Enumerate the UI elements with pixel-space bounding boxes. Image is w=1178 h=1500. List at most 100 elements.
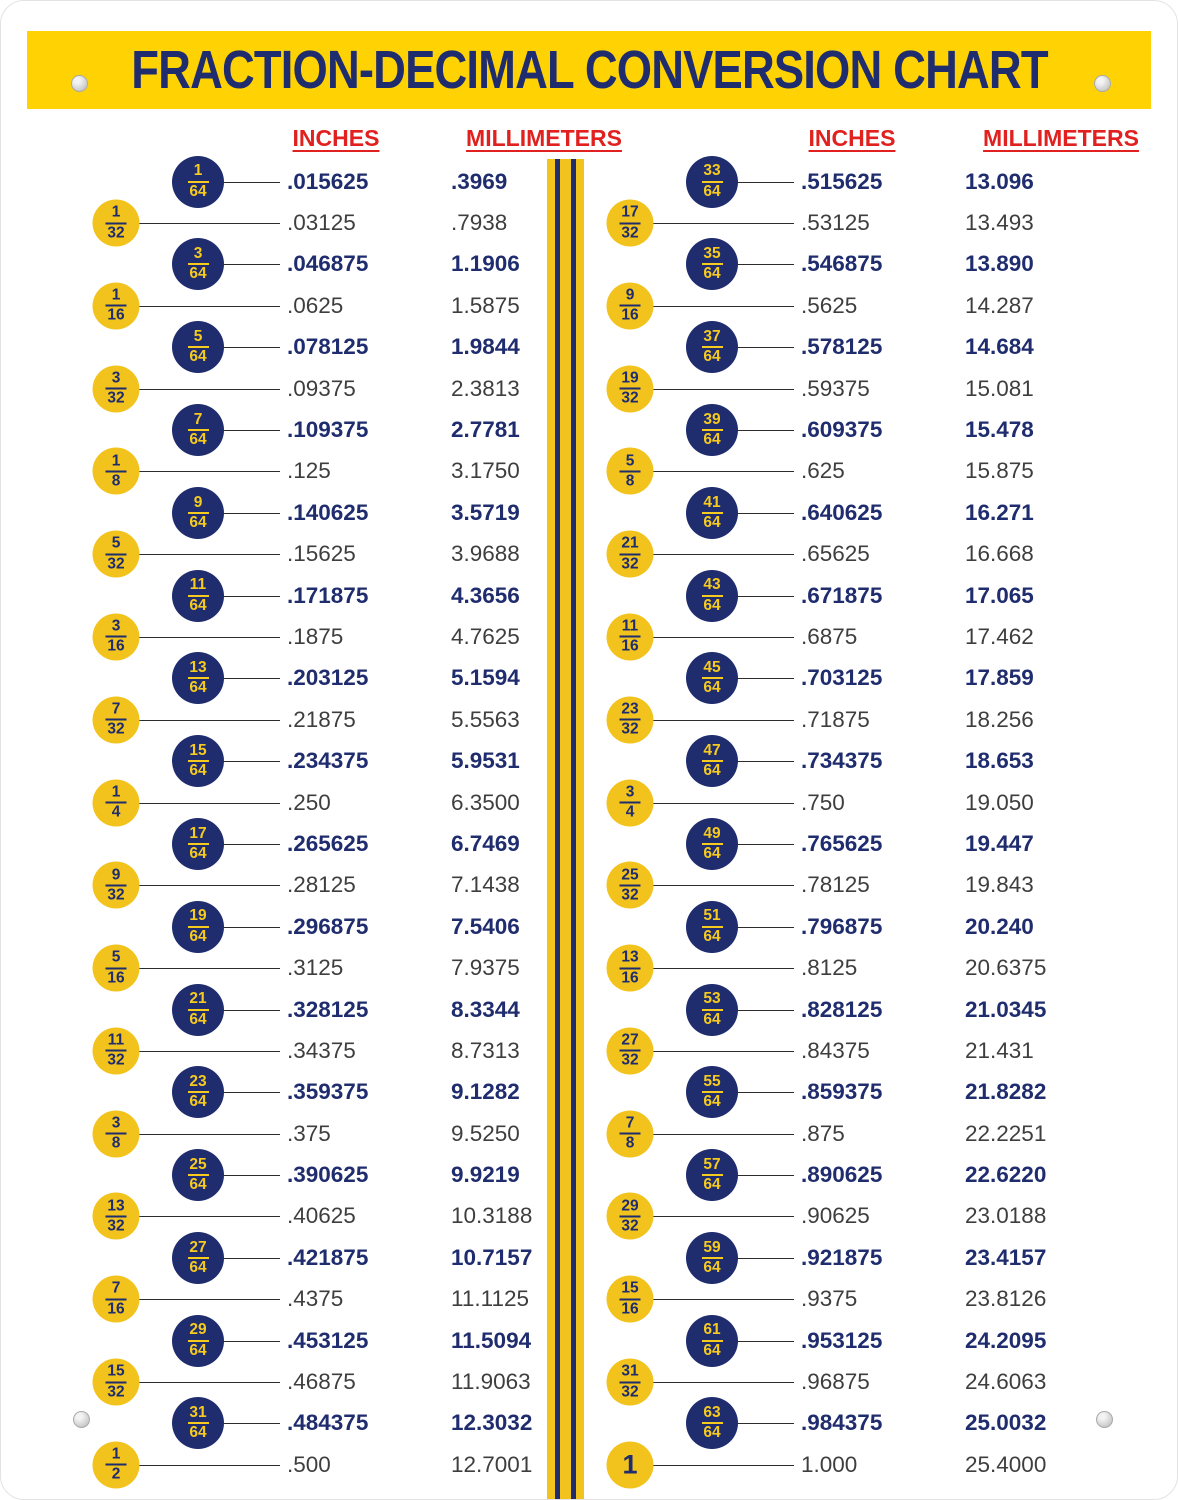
inches-value: .375 [287, 1120, 331, 1146]
mm-value: 24.2095 [965, 1327, 1047, 1353]
fraction-denominator: 64 [703, 513, 721, 531]
fraction-numerator: 49 [703, 824, 721, 842]
conversion-row: 41 64 .640625 16.271 [575, 486, 1163, 539]
connector-line [198, 347, 280, 349]
conversion-row: 23 32 .71875 18.256 [575, 696, 1163, 744]
connector-line [712, 761, 794, 763]
fraction-numerator: 59 [703, 1238, 721, 1256]
mm-value: 15.081 [965, 375, 1034, 401]
fraction-numerator: 17 [189, 824, 207, 842]
fraction-bar [619, 1381, 641, 1384]
fraction-denominator: 64 [189, 927, 207, 945]
fraction-denominator: 64 [189, 348, 207, 366]
fraction-badge: 19 64 [172, 900, 224, 953]
title-banner: FRACTION-DECIMAL CONVERSION CHART [27, 31, 1151, 109]
conversion-row: 21 32 .65625 16.668 [575, 530, 1163, 578]
inches-value: .703125 [801, 665, 883, 691]
connector-line [198, 926, 280, 928]
conversion-row: 7 64 .109375 2.7781 [61, 404, 547, 457]
mm-value: 16.668 [965, 541, 1034, 567]
screw-hole-top-right [1094, 75, 1111, 92]
fraction-denominator: 64 [703, 679, 721, 697]
fraction-bar [619, 801, 641, 804]
connector-line [712, 264, 794, 266]
fraction-denominator: 2 [111, 1465, 121, 1483]
conversion-row: 7 32 .21875 5.5563 [61, 696, 547, 744]
mm-value: 21.8282 [965, 1079, 1047, 1105]
mm-value: 22.6220 [965, 1162, 1047, 1188]
fraction-bar [619, 1132, 641, 1135]
fraction-numerator: 31 [189, 1404, 207, 1422]
inches-value: .250 [287, 789, 331, 815]
conversion-row: 3 4 .750 19.050 [575, 779, 1163, 827]
inches-value: .500 [287, 1451, 331, 1477]
inches-value: .640625 [801, 499, 883, 525]
conversion-row: 25 64 .390625 9.9219 [61, 1149, 547, 1202]
fraction-denominator: 8 [625, 472, 635, 490]
mm-value: 9.1282 [451, 1079, 520, 1105]
fraction-badge: 29 64 [172, 1314, 224, 1367]
inches-value: .015625 [287, 168, 369, 194]
fraction-badge: 9 16 [606, 282, 654, 330]
inches-value: .625 [801, 458, 845, 484]
fraction-numerator: 25 [189, 1155, 207, 1173]
mm-value: 11.1125 [451, 1286, 529, 1312]
inches-value: .53125 [801, 210, 870, 236]
fraction-badge: 15 16 [606, 1275, 654, 1323]
fraction-numerator: 5 [111, 948, 121, 966]
fraction-badge: 53 64 [686, 983, 738, 1036]
conversion-row: 1 8 .125 3.1750 [61, 447, 547, 495]
fraction-denominator: 32 [107, 555, 125, 573]
connector-line [712, 1092, 794, 1094]
fraction-numerator: 23 [189, 1073, 207, 1091]
fraction-badge: 13 32 [92, 1192, 140, 1240]
fraction-badge: 1 64 [172, 155, 224, 208]
mm-value: 18.256 [965, 706, 1034, 732]
mm-value: 11.5094 [451, 1327, 532, 1353]
fraction-badge: 39 64 [686, 404, 738, 457]
mm-value: 14.287 [965, 292, 1034, 318]
connector-line [116, 554, 280, 556]
fraction-bar [105, 801, 127, 804]
fraction-bar [105, 1298, 127, 1301]
fraction-denominator: 4 [111, 803, 121, 821]
inches-value: .21875 [287, 706, 356, 732]
fraction-numerator: 13 [621, 948, 639, 966]
inches-value: .59375 [801, 375, 870, 401]
fraction-numerator: 63 [703, 1404, 721, 1422]
mm-value: 10.3188 [451, 1203, 533, 1229]
fraction-denominator: 16 [621, 306, 639, 324]
fraction-bar [105, 222, 127, 225]
fraction-numerator: 9 [111, 866, 121, 884]
fraction-badge: 13 64 [172, 652, 224, 705]
connector-line [630, 802, 794, 804]
mm-value: 5.1594 [451, 665, 520, 691]
fraction-numerator: 51 [703, 907, 721, 925]
inches-value: .03125 [287, 210, 356, 236]
mm-value: 17.462 [965, 623, 1034, 649]
mm-value: 15.875 [965, 458, 1034, 484]
fraction-badge: 29 32 [606, 1192, 654, 1240]
mm-value: 4.3656 [451, 582, 520, 608]
fraction-numerator: 11 [189, 576, 207, 594]
fraction-badge: 5 32 [92, 530, 140, 578]
fraction-numerator: 25 [621, 866, 639, 884]
fraction-bar [187, 346, 209, 349]
mm-value: 6.7469 [451, 830, 520, 856]
mm-value: .7938 [451, 210, 508, 236]
fraction-badge: 49 64 [686, 817, 738, 870]
fraction-bar [187, 760, 209, 763]
fraction-bar [701, 263, 723, 266]
fraction-numerator: 39 [703, 410, 721, 428]
connector-line [116, 1464, 280, 1466]
fraction-denominator: 16 [107, 306, 125, 324]
connector-line [712, 347, 794, 349]
fraction-badge: 57 64 [686, 1149, 738, 1202]
fraction-denominator: 8 [111, 472, 121, 490]
mm-value: 1.5875 [451, 292, 520, 318]
fraction-numerator: 61 [703, 1321, 721, 1339]
mm-value: 21.0345 [965, 996, 1047, 1022]
connector-line [630, 968, 794, 970]
right-conversion-column: 33 64 .515625 13.096 17 32 .53125 13.493… [575, 155, 1163, 1489]
inches-value: .453125 [287, 1327, 369, 1353]
